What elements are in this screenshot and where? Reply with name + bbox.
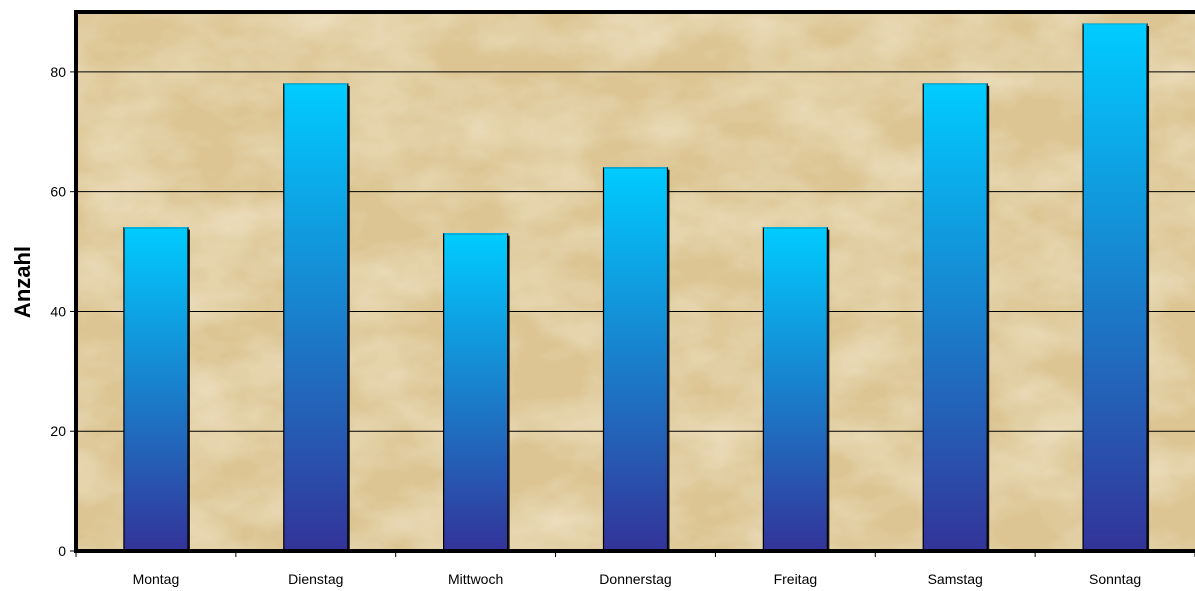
x-tick-label: Dienstag <box>288 571 343 587</box>
y-axis-label: Anzahl <box>10 246 35 318</box>
y-tick-label: 60 <box>50 184 66 200</box>
y-tick-label: 20 <box>50 423 66 439</box>
tick-labels: 0 20 40 60 80 Montag Dienstag Mittwoch Donnersta… <box>50 64 1141 587</box>
x-tick-label: Mittwoch <box>448 571 503 587</box>
bar <box>1082 23 1148 552</box>
bar <box>283 83 349 552</box>
bar <box>762 227 828 552</box>
bars <box>123 23 1150 552</box>
y-tick-label: 0 <box>58 543 66 559</box>
x-tick-label: Sonntag <box>1089 571 1141 587</box>
x-tick-label: Donnerstag <box>599 571 671 587</box>
bar <box>443 232 509 552</box>
x-tick-label: Freitag <box>774 571 818 587</box>
y-tick-label: 40 <box>50 303 66 319</box>
bar <box>922 83 988 552</box>
bar <box>602 167 669 552</box>
x-tick-label: Montag <box>133 571 180 587</box>
bar <box>123 227 189 552</box>
x-tick-label: Samstag <box>928 571 983 587</box>
axes <box>70 10 1195 557</box>
y-tick-label: 80 <box>50 64 66 80</box>
